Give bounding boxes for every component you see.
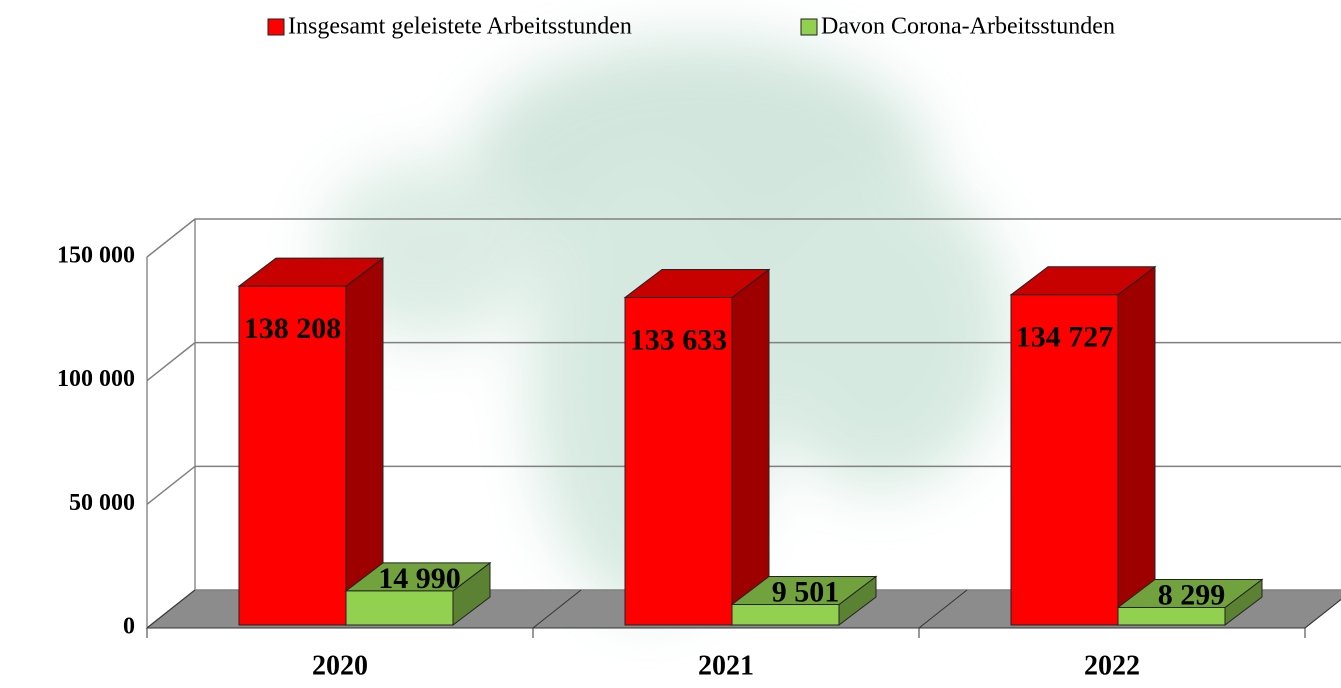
grid-line <box>146 218 1341 258</box>
x-tick-floor <box>918 589 968 629</box>
y-tick-label: 150 000 <box>57 243 135 269</box>
y-tick-label: 50 000 <box>69 490 135 516</box>
value-label: 8 299 <box>1158 578 1226 611</box>
x-tick-floor <box>146 589 196 629</box>
grid-line <box>146 465 1341 505</box>
bar <box>1117 606 1226 626</box>
value-label: 138 208 <box>244 312 342 345</box>
y-tick-label: 0 <box>123 614 135 640</box>
x-tick-label: 2020 <box>312 650 368 681</box>
bar <box>624 296 733 626</box>
legend-swatch <box>267 18 285 36</box>
value-label: 133 633 <box>630 323 728 356</box>
bar-side <box>731 268 770 627</box>
bar <box>1010 294 1119 626</box>
bar <box>345 590 454 626</box>
x-tick-label: 2021 <box>698 650 754 681</box>
x-tick-label: 2022 <box>1084 650 1140 681</box>
legend-label: Davon Corona-Arbeitsstunden <box>821 14 1115 40</box>
value-label: 134 727 <box>1016 321 1114 354</box>
legend-swatch <box>800 18 818 36</box>
bar <box>238 285 347 626</box>
bar <box>731 604 840 626</box>
x-tick-floor <box>532 589 582 629</box>
legend-label: Insgesamt geleistete Arbeitsstunden <box>288 14 632 40</box>
value-label: 14 990 <box>378 562 461 595</box>
y-tick-label: 100 000 <box>57 366 135 392</box>
bar-side <box>1117 265 1156 627</box>
x-tick-floor <box>1304 598 1341 629</box>
grid-line <box>146 341 1341 382</box>
value-label: 9 501 <box>772 575 840 608</box>
